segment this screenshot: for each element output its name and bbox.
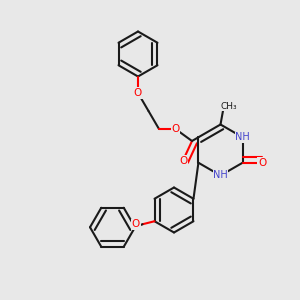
Text: NH: NH <box>213 170 228 181</box>
Text: O: O <box>134 88 142 98</box>
Text: CH₃: CH₃ <box>220 102 237 111</box>
Text: O: O <box>132 219 140 229</box>
Text: O: O <box>171 124 180 134</box>
Text: O: O <box>258 158 266 168</box>
Text: NH: NH <box>235 132 250 142</box>
Text: O: O <box>179 155 187 166</box>
